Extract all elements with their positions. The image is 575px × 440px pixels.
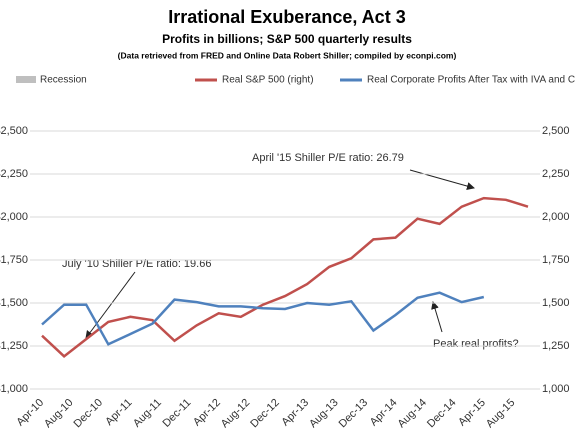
x-tick-label: Apr-13 (279, 397, 311, 429)
annotation-arrow (409, 169, 475, 190)
legend-label: Real S&P 500 (right) (222, 75, 314, 86)
y-tick-label: $2,250 (0, 168, 28, 180)
y-tick-label: $1,500 (0, 297, 28, 309)
y2-tick-label: 1,500 (542, 297, 570, 309)
source-note: (Data retrieved from FRED and Online Dat… (118, 50, 457, 60)
x-tick-label: Apr-11 (103, 397, 134, 428)
annotation-arrow (85, 271, 136, 339)
annotation: April '15 Shiller P/E ratio: 26.79 (252, 152, 404, 164)
x-tick-label: Apr-15 (456, 397, 488, 429)
x-tick-label: Apr-12 (191, 397, 223, 429)
annotation: Peak real profits? (433, 338, 519, 350)
y2-tick-label: 2,000 (542, 211, 570, 223)
x-tick-label: Dec-13 (337, 397, 371, 431)
y2-tick-label: 2,500 (542, 125, 570, 137)
legend-swatch (16, 76, 36, 83)
x-tick-label: Aug-13 (307, 397, 341, 431)
annotation-arrow (431, 301, 443, 333)
x-tick-label: Aug-10 (42, 397, 76, 431)
x-tick-label: Aug-15 (484, 397, 518, 431)
y2-tick-label: 1,000 (542, 383, 570, 395)
chart-title: Irrational Exuberance, Act 3 (168, 7, 405, 27)
x-tick-label: Dec-11 (160, 397, 193, 430)
x-tick-label: Aug-12 (219, 397, 253, 431)
y-tick-label: $1,250 (0, 340, 28, 352)
series-line (41, 196, 529, 358)
y-tick-label: $1,000 (0, 383, 28, 395)
x-tick-label: Apr-10 (14, 397, 46, 429)
series-line (41, 291, 485, 346)
legend-label: Real Corporate Profits After Tax with IV… (367, 75, 575, 86)
chart-subtitle: Profits in billions; S&P 500 quarterly r… (162, 32, 412, 46)
x-tick-label: Dec-14 (425, 397, 459, 431)
y-tick-label: $2,500 (0, 125, 28, 137)
x-tick-label: Apr-14 (368, 397, 400, 429)
x-tick-label: Dec-12 (248, 397, 282, 431)
x-tick-label: Aug-14 (396, 397, 430, 431)
y2-tick-label: 1,250 (542, 340, 570, 352)
x-tick-label: Dec-10 (72, 397, 106, 431)
y2-tick-label: 2,250 (542, 168, 570, 180)
x-tick-label: Aug-11 (131, 397, 164, 430)
y2-tick-label: 1,750 (542, 254, 570, 266)
y-tick-label: $1,750 (0, 254, 28, 266)
y-tick-label: $2,000 (0, 211, 28, 223)
annotation: July '10 Shiller P/E ratio: 19.66 (62, 258, 211, 270)
legend-label: Recession (40, 75, 87, 86)
